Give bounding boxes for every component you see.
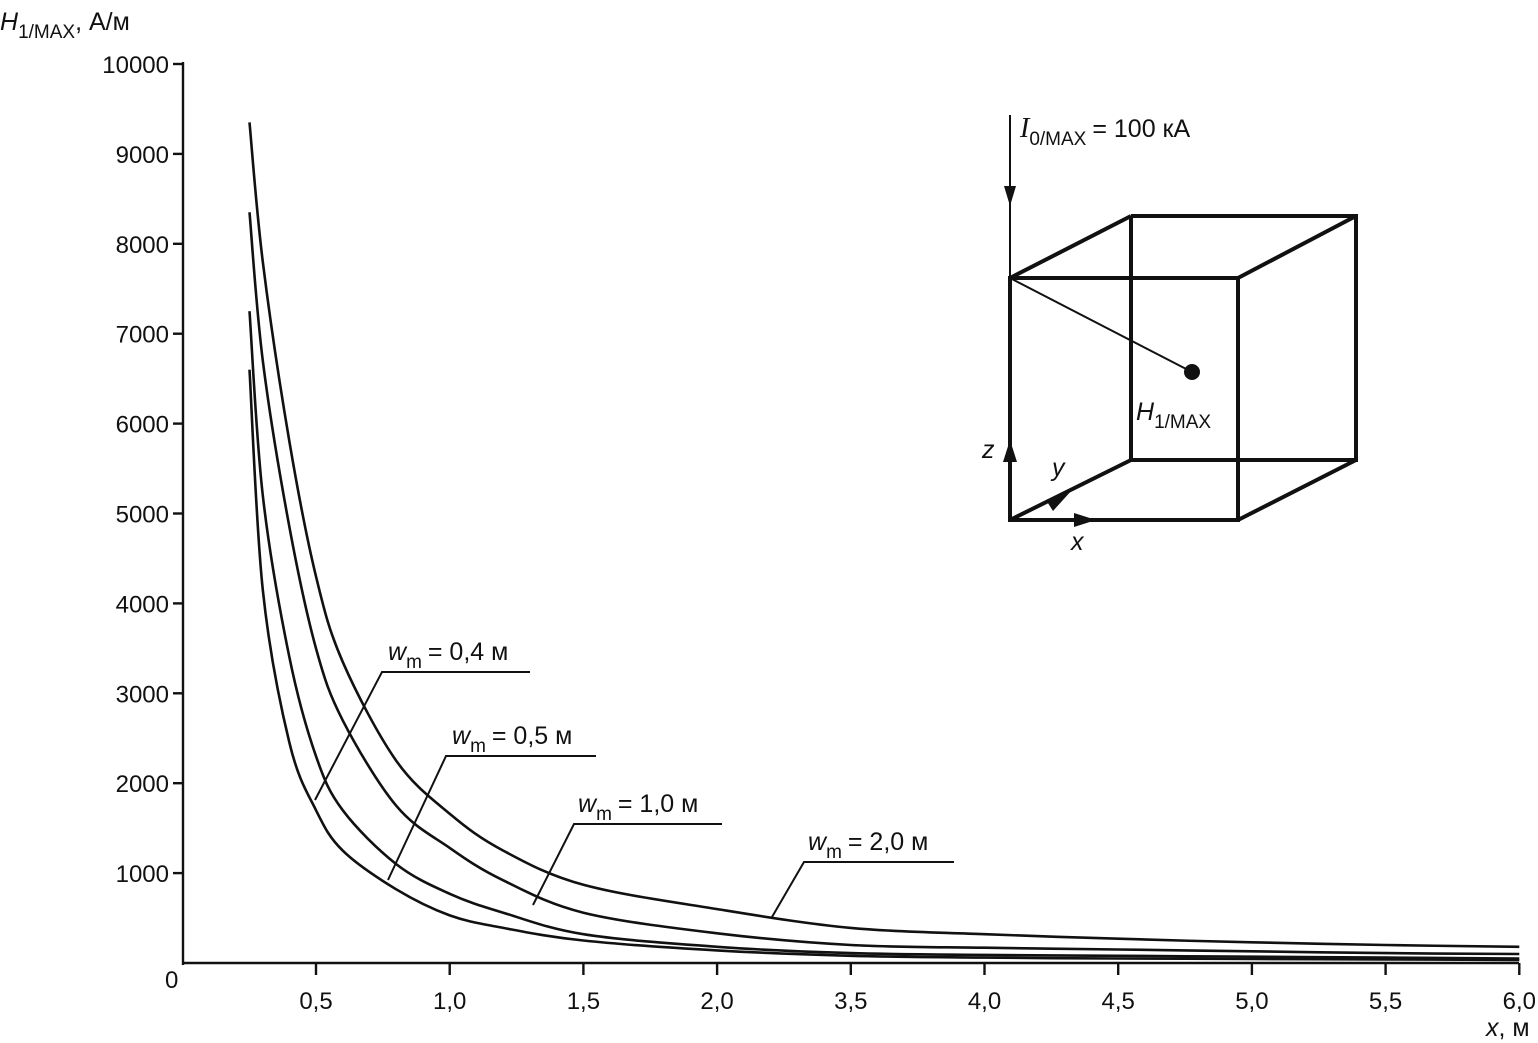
current-label: I0/MAX = 100 кА — [1019, 113, 1190, 150]
inset-diagram: I0/MAX = 100 кА H1/MAX z y x — [981, 113, 1358, 556]
measurement-point — [1184, 364, 1200, 380]
y-tick-label: 4000 — [116, 591, 169, 618]
x-tick-label: 4,0 — [968, 988, 1001, 1015]
y-axis-label-inset: y — [1050, 454, 1066, 482]
y-arrow-head — [1046, 490, 1072, 511]
series-label-0: wm = 0,4 м — [314, 638, 530, 801]
y-tick-label: 2000 — [116, 771, 169, 798]
x-arrow-head — [1074, 513, 1096, 527]
cube-edge-tr — [1237, 214, 1357, 280]
cube-edge-tl — [1009, 214, 1132, 280]
y-tick-label: 5000 — [116, 502, 169, 529]
y-tick-label: 7000 — [116, 322, 169, 349]
y-tick-label: 8000 — [116, 232, 169, 259]
x-tick-label: 5,5 — [1369, 988, 1402, 1015]
x-tick-label: 5,0 — [1235, 988, 1268, 1015]
y-axis-label: H1/MAX, А/м — [0, 8, 130, 43]
series-line-3 — [248, 122, 1520, 949]
origin-label: 0 — [165, 967, 178, 994]
cube-edge-bl — [1009, 458, 1132, 522]
series-line-0 — [248, 369, 1520, 962]
x-tick-label: 1,0 — [433, 988, 466, 1015]
x-tick-label: 4,5 — [1102, 988, 1135, 1015]
x-axis-label: x, м — [1485, 1014, 1530, 1042]
y-tick-label: 1000 — [116, 861, 169, 888]
x-tick-label: 1,5 — [567, 988, 600, 1015]
series-line-2 — [248, 212, 1520, 956]
x-tick-label: 2,0 — [700, 988, 733, 1015]
curves — [248, 122, 1520, 962]
x-axis-label-inset: x — [1070, 528, 1085, 556]
cube-front-face — [1008, 276, 1240, 522]
y-ticks: 10000 9000 8000 7000 6000 5000 4000 3000 2000 100… — [102, 52, 183, 888]
x-tick-label: 0,5 — [299, 988, 332, 1015]
series-label-2: wm = 1,0 м — [532, 790, 722, 906]
y-tick-label: 10000 — [102, 52, 169, 79]
y-tick-label: 6000 — [116, 412, 169, 439]
y-tick-label: 9000 — [116, 142, 169, 169]
svg-text:wm= 2,0 м: wm = 2,0 м — [808, 828, 928, 863]
series-label-1: wm = 0,5 м — [387, 722, 596, 881]
svg-text:wm= 0,5 м: wm = 0,5 м — [452, 722, 572, 757]
x-ticks: 0,5 1,0 1,5 2,0 3,5 4,0 4,5 5,0 5,5 6,0 — [299, 963, 1536, 1015]
z-axis-label: z — [981, 436, 995, 464]
cube-edge-br — [1237, 458, 1357, 522]
x-tick-label: 6,0 — [1503, 988, 1536, 1015]
current-arrow-head — [1004, 186, 1016, 206]
series-line-1 — [248, 311, 1520, 960]
z-arrow-head — [1003, 440, 1017, 462]
y-tick-label: 3000 — [116, 681, 169, 708]
measurement-line — [1009, 277, 1193, 373]
x-tick-label: 3,5 — [834, 988, 867, 1015]
svg-text:wm= 0,4 м: wm = 0,4 м — [388, 638, 508, 673]
series-label-3: wm = 2,0 м — [771, 828, 954, 918]
svg-text:wm= 1,0 м: wm = 1,0 м — [578, 790, 698, 825]
point-label: H1/MAX — [1136, 398, 1211, 433]
